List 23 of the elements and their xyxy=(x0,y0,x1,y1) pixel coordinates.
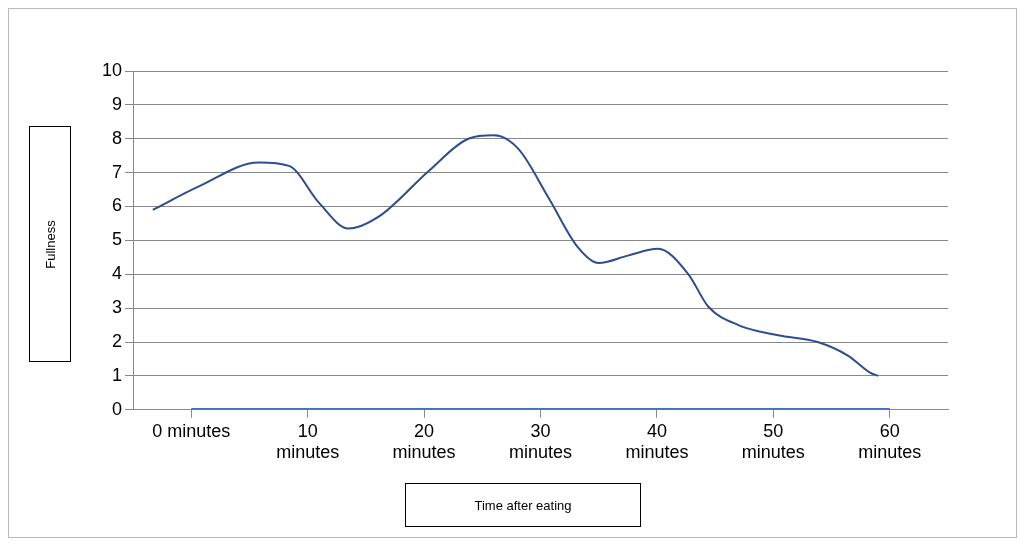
y-tick-label: 0 xyxy=(112,398,123,419)
y-tick-label: 5 xyxy=(112,229,123,250)
y-tick-label: 7 xyxy=(112,161,123,182)
y-tick-label: 10 xyxy=(101,59,123,80)
line-series xyxy=(151,134,880,377)
x-tick-label: 60 minutes xyxy=(858,420,922,463)
x-tick-label: 50 minutes xyxy=(741,420,805,463)
y-tick-label: 9 xyxy=(112,93,123,114)
x-tick-label: 0 minutes xyxy=(152,420,231,441)
y-axis-title: Fullness xyxy=(42,219,58,269)
caption-box: Fullness xyxy=(29,126,71,362)
x-tick-label: 40 minutes xyxy=(625,420,689,463)
x-tick-label: 10 minutes xyxy=(276,420,340,463)
x-axis-title: Time after eating xyxy=(474,497,572,513)
x-tick-label: 20 minutes xyxy=(392,420,456,463)
y-tick-label: 8 xyxy=(112,127,123,148)
y-tick-label: 1 xyxy=(112,364,123,385)
y-tick-label: 4 xyxy=(112,263,123,284)
y-tick-label: 6 xyxy=(112,195,123,216)
y-tick-label: 3 xyxy=(112,297,123,318)
x-tick-label: 30 minutes xyxy=(509,420,573,463)
caption-box: Time after eating xyxy=(405,483,641,527)
y-tick-label: 2 xyxy=(112,331,123,352)
